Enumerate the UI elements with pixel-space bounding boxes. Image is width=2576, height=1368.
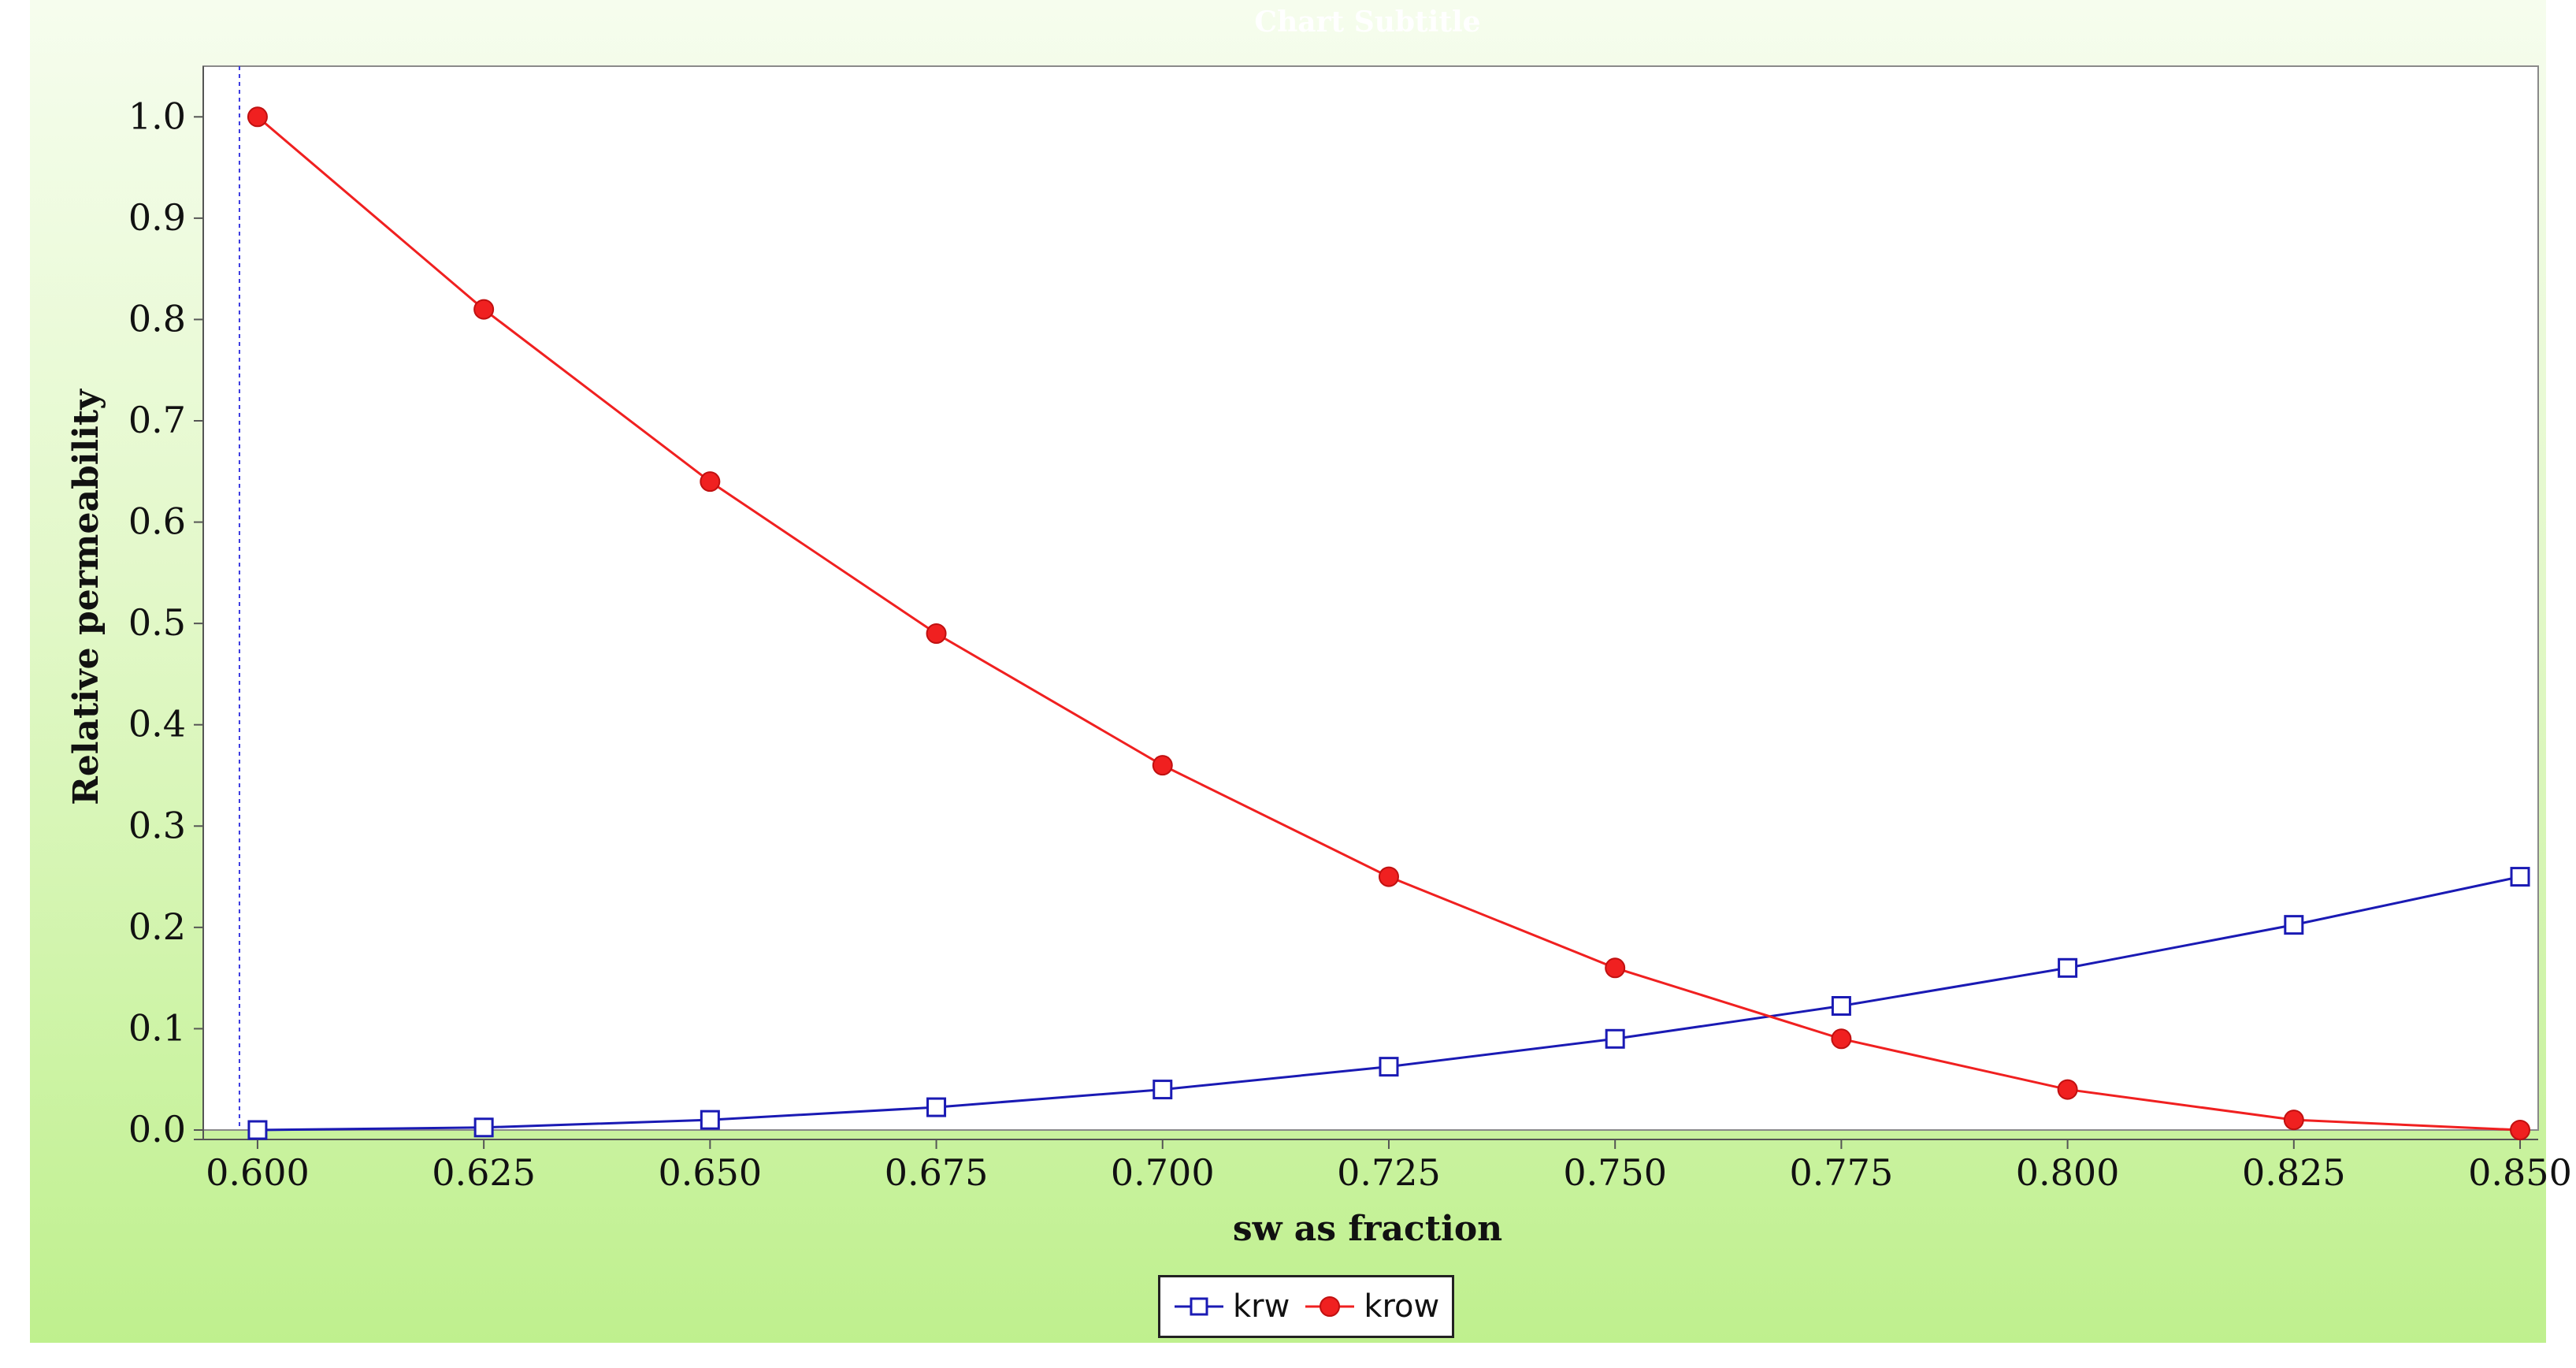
data-point-krw xyxy=(1605,1028,1625,1049)
y-tick-label: 0.8 xyxy=(128,297,186,340)
data-point-krw xyxy=(926,1097,947,1117)
plot-area xyxy=(202,65,2539,1131)
legend: krw krow xyxy=(1158,1275,1455,1338)
data-point-krw xyxy=(247,1120,268,1140)
data-point-krw xyxy=(1831,996,1851,1016)
data-point-krw xyxy=(2510,867,2530,887)
data-point-krow xyxy=(700,471,721,493)
x-tick-label: 0.775 xyxy=(1790,1151,1894,1194)
y-tick-label: 0.7 xyxy=(128,399,186,441)
data-point-krow xyxy=(247,106,268,128)
legend-filled-circle-icon xyxy=(1305,1296,1355,1317)
x-tick-label: 0.700 xyxy=(1111,1151,1215,1194)
data-point-krow xyxy=(1831,1028,1852,1050)
x-axis-title: sw as fraction xyxy=(1233,1209,1502,1249)
data-point-krow xyxy=(926,623,947,644)
legend-item-krw: krw xyxy=(1173,1288,1290,1325)
y-tick-label: 0.3 xyxy=(128,804,186,846)
data-point-krow xyxy=(1152,755,1173,776)
legend-label-krow: krow xyxy=(1364,1288,1440,1325)
data-point-krow xyxy=(2510,1120,2531,1140)
y-tick-label: 0.6 xyxy=(128,500,186,543)
chart-title: Chart Subtitle xyxy=(1254,6,1480,39)
data-point-krw xyxy=(2058,957,2078,978)
x-tick-label: 0.625 xyxy=(432,1151,536,1194)
legend-label-krw: krw xyxy=(1233,1288,1290,1325)
x-tick-label: 0.850 xyxy=(2468,1151,2572,1194)
x-tick-label: 0.725 xyxy=(1337,1151,1441,1194)
x-tick-label: 0.800 xyxy=(2016,1151,2120,1194)
data-point-krw xyxy=(473,1117,494,1138)
data-point-krow xyxy=(2057,1079,2078,1100)
legend-item-krow: krow xyxy=(1304,1288,1439,1325)
y-tick-label: 0.9 xyxy=(128,196,186,239)
x-tick-label: 0.675 xyxy=(885,1151,989,1194)
x-tick-label: 0.650 xyxy=(658,1151,762,1194)
y-tick-label: 0.5 xyxy=(128,601,186,644)
y-tick-label: 0.1 xyxy=(128,1006,186,1049)
y-tick-label: 0.2 xyxy=(128,905,186,948)
data-point-krw xyxy=(1153,1080,1173,1100)
data-point-krow xyxy=(1378,866,1399,887)
data-point-krw xyxy=(1379,1057,1399,1077)
data-point-krow xyxy=(1605,957,1626,979)
x-tick-label: 0.825 xyxy=(2242,1151,2346,1194)
y-tick-label: 0.0 xyxy=(128,1108,186,1151)
x-tick-label: 0.600 xyxy=(206,1151,310,1194)
y-tick-label: 1.0 xyxy=(128,95,186,137)
data-point-krw xyxy=(2284,915,2304,935)
y-tick-label: 0.4 xyxy=(128,703,186,745)
legend-open-square-icon xyxy=(1175,1297,1223,1316)
data-point-krw xyxy=(700,1110,720,1130)
y-axis-title: Relative permeability xyxy=(66,388,106,805)
data-point-krow xyxy=(2283,1110,2304,1131)
x-tick-label: 0.750 xyxy=(1563,1151,1667,1194)
data-point-krow xyxy=(473,299,495,320)
